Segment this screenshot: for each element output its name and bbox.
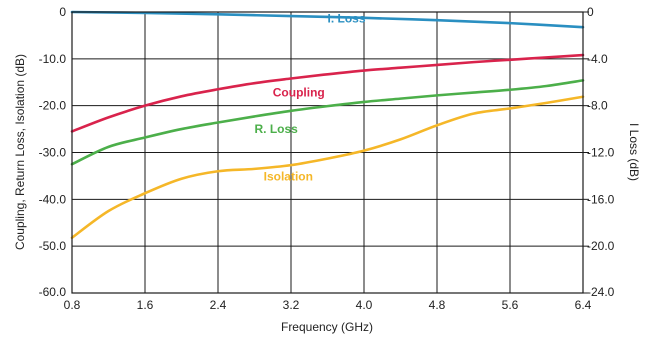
series-line-isolation bbox=[70, 95, 585, 240]
series-label-isolation: Isolation bbox=[264, 170, 313, 184]
y-tick-label: -20.0 bbox=[39, 99, 67, 113]
y2-tick-label: -4.0 bbox=[587, 52, 608, 66]
series-labels: I. Loss Coupling R. Loss Isolation bbox=[255, 12, 366, 184]
series-lines bbox=[70, 10, 585, 240]
y2-tick-label: -20.0 bbox=[587, 239, 615, 253]
y-axis-title: Coupling, Return Loss, Isolation (dB) bbox=[13, 54, 27, 250]
y2-axis-title: I Loss (dB) bbox=[627, 123, 641, 181]
x-tick-label: 4.0 bbox=[356, 298, 373, 312]
x-tick-label: 6.4 bbox=[575, 298, 592, 312]
series-label-i-loss: I. Loss bbox=[328, 12, 366, 26]
series-label-coupling: Coupling bbox=[273, 85, 325, 99]
series-label-r-loss: R. Loss bbox=[255, 122, 299, 136]
series-line-i-loss bbox=[70, 10, 585, 29]
y-tick-label: -50.0 bbox=[39, 239, 67, 253]
y2-tick-label: -8.0 bbox=[587, 99, 608, 113]
y-tick-label: -10.0 bbox=[39, 52, 67, 66]
x-tick-label: 3.2 bbox=[283, 298, 300, 312]
x-tick-label: 2.4 bbox=[210, 298, 227, 312]
x-axis-title: Frequency (GHz) bbox=[281, 320, 373, 334]
y2-tick-label: 0 bbox=[587, 5, 594, 19]
x-tick-label: 1.6 bbox=[137, 298, 154, 312]
y-tick-label: -40.0 bbox=[39, 192, 67, 206]
y-tick-label: -30.0 bbox=[39, 146, 67, 160]
x-tick-label: 5.6 bbox=[502, 298, 519, 312]
y-tick-label: -60.0 bbox=[39, 285, 67, 299]
x-tick-label: 0.8 bbox=[64, 298, 81, 312]
y2-tick-label: -16.0 bbox=[587, 192, 615, 206]
y2-tick-labels: 0 -4.0 -8.0 -12.0 -16.0 -20.0 -24.0 bbox=[587, 5, 615, 299]
x-tick-label: 4.8 bbox=[429, 298, 446, 312]
series-line-coupling bbox=[70, 53, 585, 133]
y-tick-label: 0 bbox=[59, 5, 66, 19]
series-line-r-loss bbox=[70, 79, 585, 166]
grid bbox=[71, 11, 589, 294]
y2-tick-label: -12.0 bbox=[587, 146, 615, 160]
x-tick-labels: 0.8 1.6 2.4 3.2 4.0 4.8 5.6 6.4 bbox=[64, 298, 592, 312]
plot-frame bbox=[71, 11, 584, 294]
y-tick-labels: 0 -10.0 -20.0 -30.0 -40.0 -50.0 -60.0 bbox=[39, 5, 67, 299]
y2-tick-label: -24.0 bbox=[587, 285, 615, 299]
